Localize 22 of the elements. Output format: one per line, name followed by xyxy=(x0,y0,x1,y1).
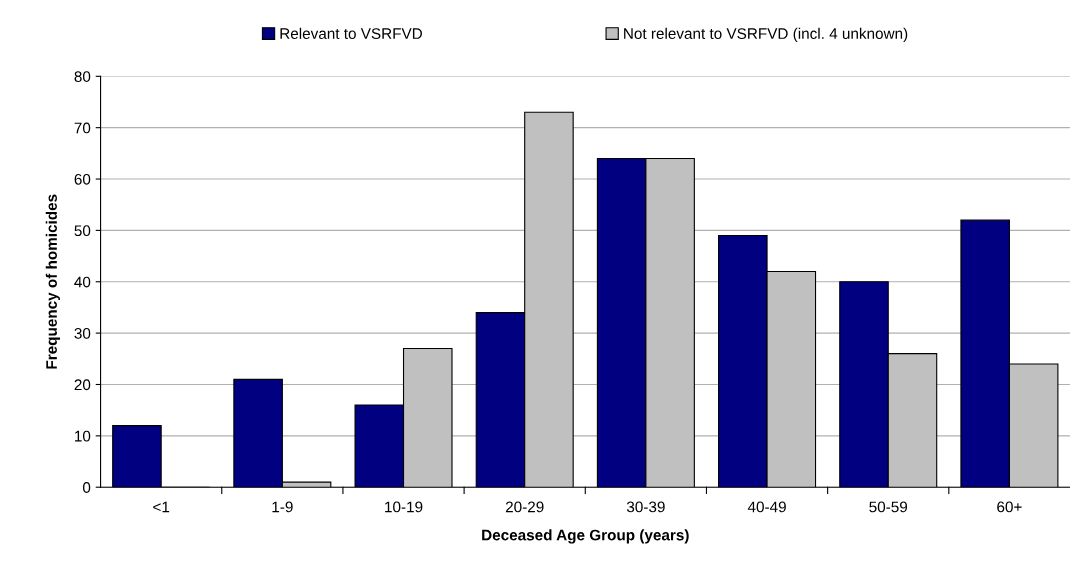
y-tick-label: 10 xyxy=(75,430,91,442)
x-tick-label: <1 xyxy=(153,501,170,513)
x-tick-label: 1-9 xyxy=(272,501,293,513)
y-tick-label: 70 xyxy=(74,122,91,134)
y-tick-label: 40 xyxy=(74,276,91,288)
x-tick-label: 30-39 xyxy=(626,501,665,513)
y-tick-label: 20 xyxy=(74,379,91,391)
x-tick-label: 40-49 xyxy=(747,501,786,513)
y-tick-label: 60 xyxy=(74,173,91,185)
x-tick-label: 50-59 xyxy=(869,501,908,513)
y-tick-label: 50 xyxy=(74,225,91,237)
y-tick-label: 80 xyxy=(74,71,91,82)
x-axis-title: Deceased Age Group (years) xyxy=(482,529,689,544)
legend-label: Not relevant to VSRFVD (incl. 4 unknown) xyxy=(624,27,908,43)
x-tick-label: 10-19 xyxy=(385,501,423,513)
x-tick-label: 60+ xyxy=(997,501,1022,513)
y-axis-title: Frequency of homicides xyxy=(45,194,60,369)
y-tick-label: 0 xyxy=(82,482,91,493)
y-tick-label: 30 xyxy=(74,327,91,339)
legend-label: Relevant to VSRFVD xyxy=(280,27,422,39)
x-tick-label: 20-29 xyxy=(505,501,544,513)
bar xyxy=(112,425,162,488)
